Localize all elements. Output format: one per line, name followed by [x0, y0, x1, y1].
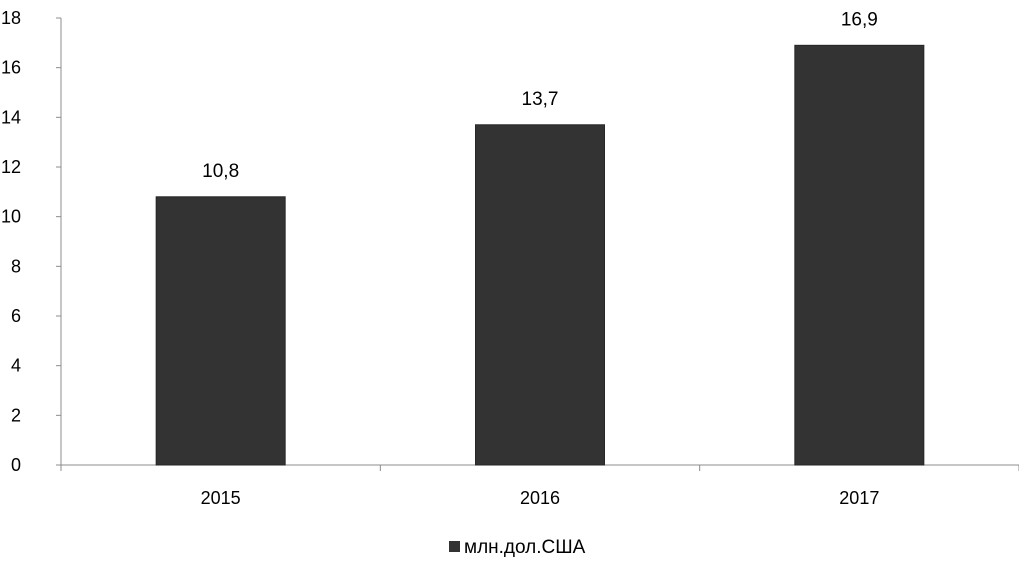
data-label: 10,8: [202, 161, 239, 182]
y-tick-label: 14: [1, 107, 21, 127]
y-tick-label: 16: [1, 58, 21, 78]
x-tick-label: 2017: [839, 488, 879, 508]
data-label: 13,7: [522, 89, 559, 110]
legend-label: млн.дол.США: [464, 537, 586, 558]
bar: [475, 124, 605, 466]
y-tick-label: 12: [1, 157, 21, 177]
bar: [155, 196, 286, 466]
y-tick-label: 4: [11, 356, 21, 376]
y-tick-label: 0: [11, 455, 21, 475]
y-tick-label: 8: [11, 256, 21, 276]
legend: млн.дол.США: [449, 537, 586, 558]
bars: [155, 44, 925, 466]
bar: [794, 44, 925, 466]
y-tick-label: 10: [1, 207, 21, 227]
x-tick-label: 2016: [520, 488, 560, 508]
data-labels: 10,8 13,7 16,9: [202, 9, 878, 181]
x-tick-label: 2015: [201, 488, 241, 508]
y-tick-label: 2: [11, 405, 21, 425]
x-axis: 2015 2016 2017: [60, 464, 1019, 508]
legend-swatch: [449, 541, 460, 552]
y-tick-label: 6: [11, 306, 21, 326]
y-tick-label: 18: [1, 8, 21, 28]
data-label: 16,9: [841, 9, 878, 30]
y-axis: 0 2 4 6 8 10 12 14 16 18: [1, 8, 62, 475]
